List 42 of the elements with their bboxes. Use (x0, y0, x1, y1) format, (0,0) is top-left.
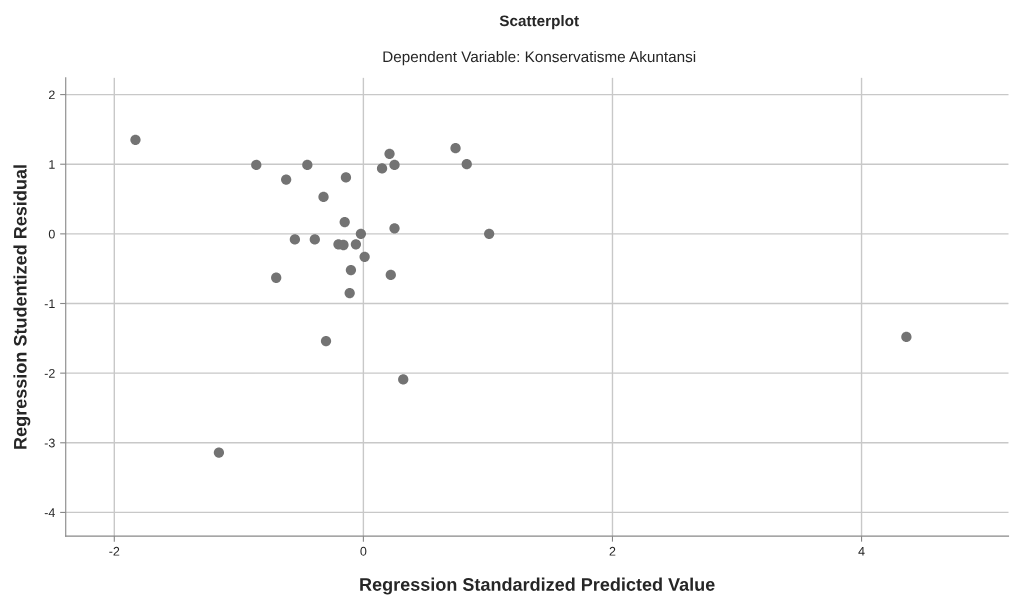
y-tick-label: 0 (48, 229, 55, 239)
y-tick-label: -3 (44, 438, 55, 448)
point (344, 287, 355, 299)
point (213, 447, 225, 458)
point (484, 228, 495, 240)
point (355, 228, 367, 240)
chart-title: Scatterplot (499, 14, 579, 30)
point (339, 216, 350, 228)
y-tick-label: -2 (44, 368, 55, 378)
point (340, 172, 352, 183)
point (376, 163, 388, 174)
point (389, 223, 400, 234)
x-tick-label: -2 (109, 546, 120, 556)
x-axis-title: Regression Standardized Predicted Value (360, 577, 715, 595)
point (345, 264, 357, 276)
y-tick-label: -4 (44, 508, 55, 517)
point (461, 159, 472, 170)
point (320, 335, 332, 347)
point (385, 269, 396, 281)
point (450, 143, 461, 154)
y-tick-label: 2 (48, 90, 55, 100)
point (389, 159, 400, 171)
point (289, 234, 301, 245)
y-tick-label: 1 (49, 160, 55, 169)
point (384, 148, 395, 159)
point (350, 239, 362, 250)
point (271, 272, 282, 283)
point (359, 251, 370, 262)
point (251, 159, 262, 171)
point (130, 134, 141, 145)
x-tick-label: 2 (609, 546, 616, 556)
point (281, 174, 292, 185)
y-tick-label: -1 (44, 299, 55, 309)
point (309, 234, 320, 245)
point (901, 331, 912, 343)
point (318, 191, 329, 203)
point (302, 159, 313, 171)
chart-subtitle: Dependent Variable: Konservatisme Akuntansi (383, 50, 696, 66)
y-axis-title: Regression Studentized Residual (13, 165, 31, 449)
x-tick-label: 0 (360, 546, 367, 556)
x-tick-label: 4 (858, 546, 865, 556)
point (398, 374, 409, 385)
